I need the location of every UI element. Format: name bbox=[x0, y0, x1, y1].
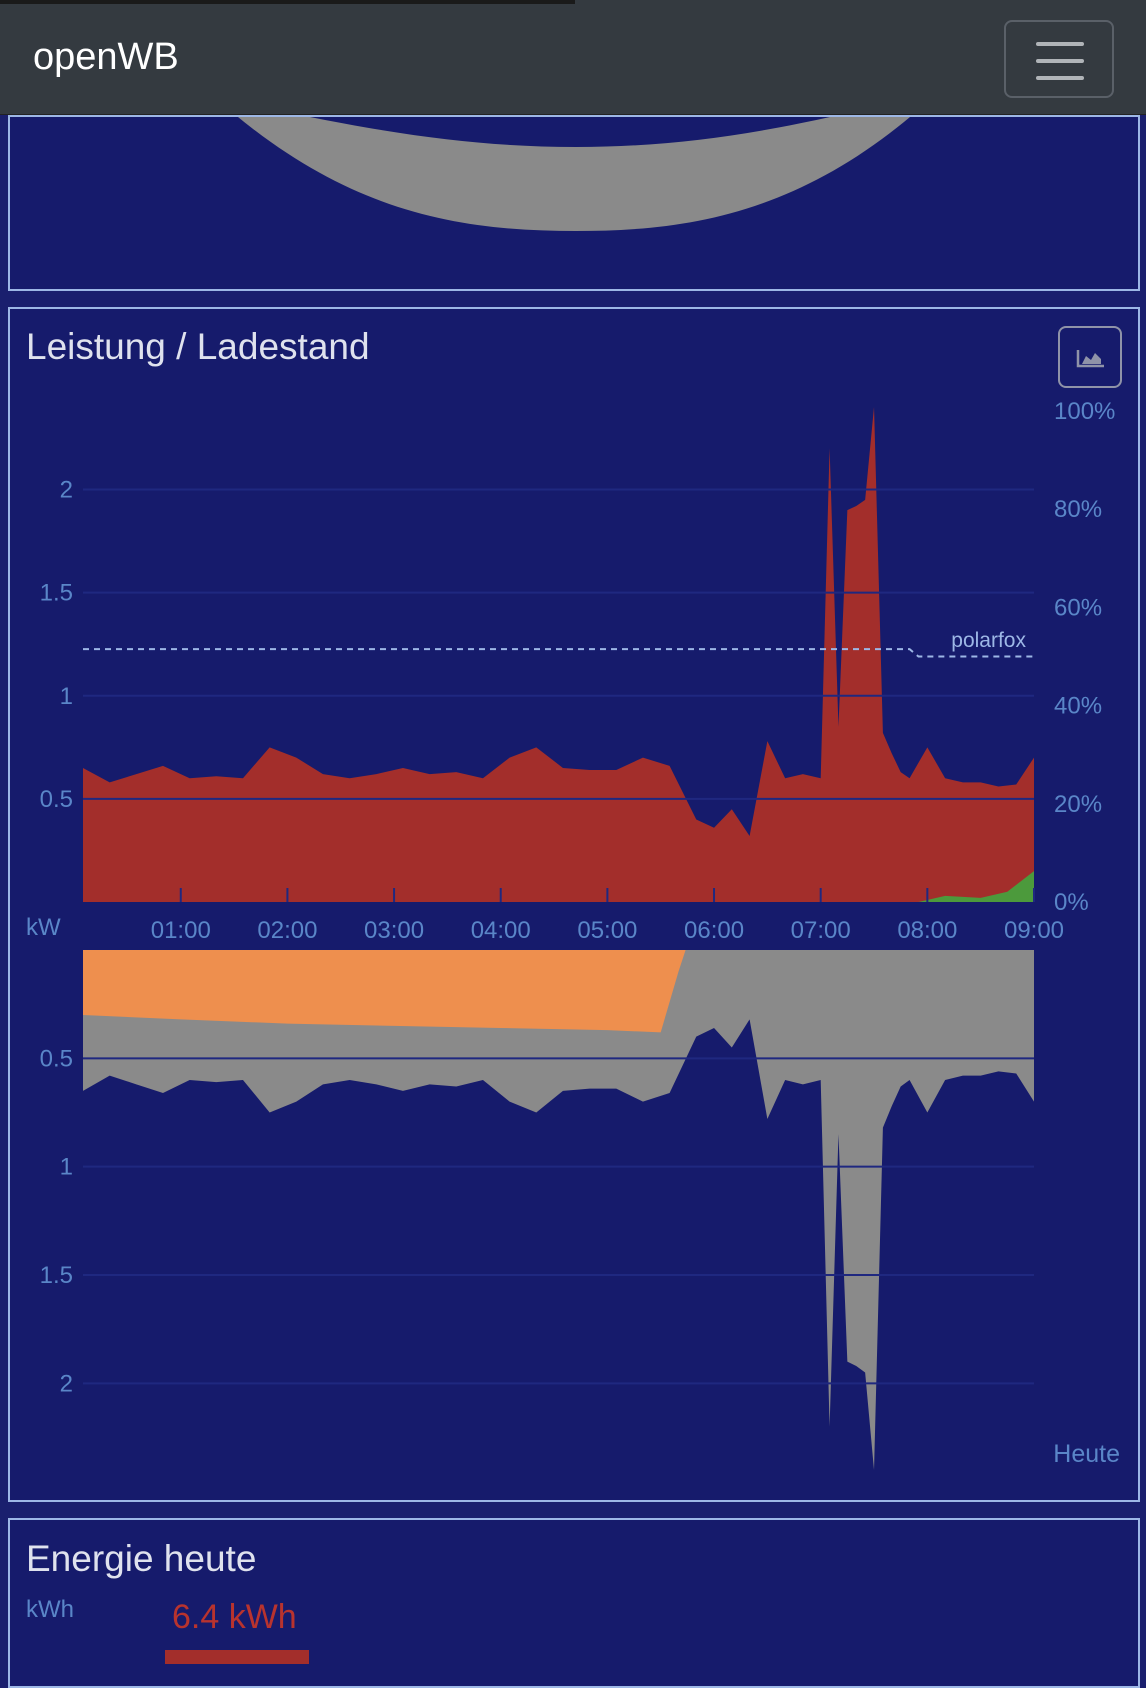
energy-card-title: Energie heute bbox=[26, 1538, 257, 1579]
hamburger-icon bbox=[1036, 59, 1084, 63]
chart-type-button[interactable] bbox=[1058, 326, 1122, 388]
power-chart-card bbox=[8, 307, 1140, 1502]
power-card-title: Leistung / Ladestand bbox=[26, 326, 370, 367]
hamburger-icon bbox=[1036, 76, 1084, 80]
energy-value-label: 6.4 kWh bbox=[172, 1598, 297, 1636]
energy-bar bbox=[165, 1650, 309, 1664]
top-navbar: openWB bbox=[0, 0, 1146, 115]
area-chart-icon bbox=[1076, 350, 1104, 368]
gauge-card bbox=[8, 115, 1140, 291]
brand-title[interactable]: openWB bbox=[33, 36, 179, 78]
gauge-arc bbox=[238, 117, 910, 231]
energy-unit-label: kWh bbox=[26, 1596, 74, 1623]
menu-toggle-button[interactable] bbox=[1004, 20, 1114, 98]
hamburger-icon bbox=[1036, 42, 1084, 46]
navbar-top-edge bbox=[0, 0, 575, 4]
